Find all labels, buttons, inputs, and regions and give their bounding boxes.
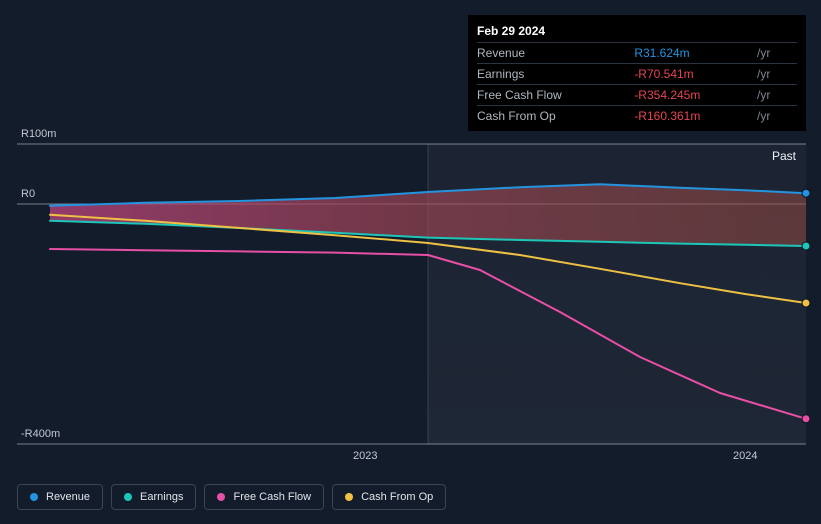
- tooltip-row-suffix: /yr: [757, 85, 797, 106]
- tooltip-row: Earnings-R70.541m/yr: [477, 64, 797, 85]
- legend-swatch: [217, 493, 225, 501]
- tooltip-row-value: -R354.245m: [634, 85, 757, 106]
- tooltip-row-value: -R70.541m: [634, 64, 757, 85]
- chart-legend: Revenue Earnings Free Cash Flow Cash From O…: [17, 484, 446, 510]
- tooltip-row: Free Cash Flow-R354.245m/yr: [477, 85, 797, 106]
- tooltip-row-label: Cash From Op: [477, 106, 634, 127]
- tooltip-row-suffix: /yr: [757, 43, 797, 64]
- tooltip-row-suffix: /yr: [757, 106, 797, 127]
- x-axis-label: 2024: [733, 450, 757, 462]
- past-label: Past: [772, 149, 796, 163]
- tooltip-row-label: Revenue: [477, 43, 634, 64]
- legend-swatch: [345, 493, 353, 501]
- tooltip-row-suffix: /yr: [757, 64, 797, 85]
- legend-label: Free Cash Flow: [233, 491, 311, 503]
- legend-label: Revenue: [46, 491, 90, 503]
- legend-item[interactable]: Revenue: [17, 484, 103, 510]
- y-axis-label: -R400m: [21, 428, 60, 440]
- tooltip-row-value: R31.624m: [634, 43, 757, 64]
- tooltip-row-value: -R160.361m: [634, 106, 757, 127]
- tooltip-table: RevenueR31.624m/yrEarnings-R70.541m/yrFr…: [477, 43, 797, 126]
- y-axis-label: R100m: [21, 128, 56, 140]
- tooltip-row-label: Earnings: [477, 64, 634, 85]
- legend-item[interactable]: Earnings: [111, 484, 196, 510]
- tooltip-date: Feb 29 2024: [477, 22, 797, 43]
- legend-label: Earnings: [140, 491, 183, 503]
- chart-tooltip: Feb 29 2024 RevenueR31.624m/yrEarnings-R…: [468, 15, 806, 131]
- legend-swatch: [30, 493, 38, 501]
- legend-swatch: [124, 493, 132, 501]
- financial-chart: Feb 29 2024 RevenueR31.624m/yrEarnings-R…: [0, 0, 821, 524]
- legend-item[interactable]: Free Cash Flow: [204, 484, 324, 510]
- tooltip-row-label: Free Cash Flow: [477, 85, 634, 106]
- tooltip-row: RevenueR31.624m/yr: [477, 43, 797, 64]
- legend-item[interactable]: Cash From Op: [332, 484, 446, 510]
- tooltip-row: Cash From Op-R160.361m/yr: [477, 106, 797, 127]
- legend-label: Cash From Op: [361, 491, 433, 503]
- y-axis-label: R0: [21, 188, 35, 200]
- x-axis-label: 2023: [353, 450, 377, 462]
